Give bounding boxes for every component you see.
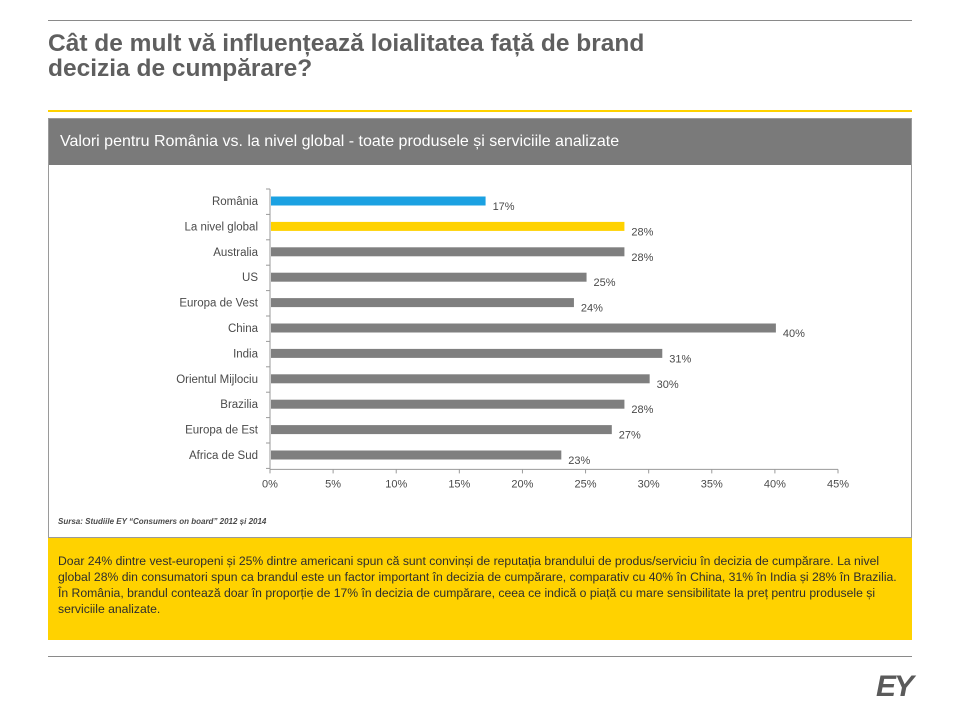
category-label: România — [212, 196, 259, 208]
bar — [271, 425, 612, 435]
data-label: 31% — [669, 353, 691, 365]
bottom-divider — [48, 656, 912, 657]
bar — [271, 450, 562, 460]
category-label: Europa de Vest — [179, 298, 258, 310]
bar-chart: 0% 5% 10% 15% 20% 25% 30% 35% 40% 45% România 17% La… — [176, 188, 849, 490]
category-label: US — [242, 272, 258, 284]
x-tick-label: 35% — [701, 478, 723, 490]
x-tick-label: 45% — [827, 478, 849, 490]
x-tick-label: 5% — [325, 478, 341, 490]
bar — [271, 399, 625, 409]
title-underline — [48, 110, 912, 112]
source-note: Sursa: Studiile EY “Consumers on board” … — [58, 517, 267, 526]
x-tick-label: 20% — [511, 478, 533, 490]
bar — [271, 221, 625, 231]
data-label: 30% — [657, 379, 679, 391]
data-label: 23% — [568, 455, 590, 467]
bar — [271, 247, 625, 257]
ey-logo: EY — [876, 670, 914, 703]
bar — [271, 196, 486, 206]
chart-panel: Valori pentru România vs. la nivel globa… — [48, 118, 912, 538]
slide-title-line-2: decizia de cumpărare? — [48, 55, 313, 82]
bar — [271, 272, 587, 282]
top-divider — [48, 20, 912, 21]
category-label: China — [228, 323, 259, 335]
x-tick-label: 40% — [764, 478, 786, 490]
data-label: 28% — [631, 226, 653, 238]
x-tick-label: 15% — [448, 478, 470, 490]
category-label: Europa de Est — [185, 425, 259, 437]
x-tick-label: 10% — [385, 478, 407, 490]
data-label: 17% — [493, 201, 515, 213]
slide-title: Cât de mult vă influențează loialitatea … — [48, 31, 908, 81]
category-label: Africa de Sud — [189, 450, 258, 462]
category-label: Australia — [213, 247, 258, 259]
data-label: 28% — [631, 252, 653, 264]
bar — [271, 298, 574, 308]
summary-box: Doar 24% dintre vest-europeni și 25% din… — [48, 538, 912, 640]
category-label: Brazilia — [220, 399, 258, 411]
data-label: 40% — [783, 328, 805, 340]
bar — [271, 374, 650, 384]
category-label: India — [233, 348, 259, 360]
slide-title-line-1: Cât de mult vă influențează loialitatea … — [48, 30, 645, 57]
category-label: La nivel global — [184, 221, 258, 233]
data-label: 27% — [619, 430, 641, 442]
x-tick-label: 30% — [638, 478, 660, 490]
data-label: 24% — [581, 303, 603, 315]
x-tick-label: 0% — [262, 478, 278, 490]
panel-header: Valori pentru România vs. la nivel globa… — [49, 119, 911, 165]
category-label: Orientul Mijlociu — [176, 374, 258, 386]
bar — [271, 348, 663, 358]
x-tick-label: 25% — [575, 478, 597, 490]
data-label: 25% — [594, 277, 616, 289]
data-label: 28% — [631, 404, 653, 416]
bar — [271, 323, 776, 333]
